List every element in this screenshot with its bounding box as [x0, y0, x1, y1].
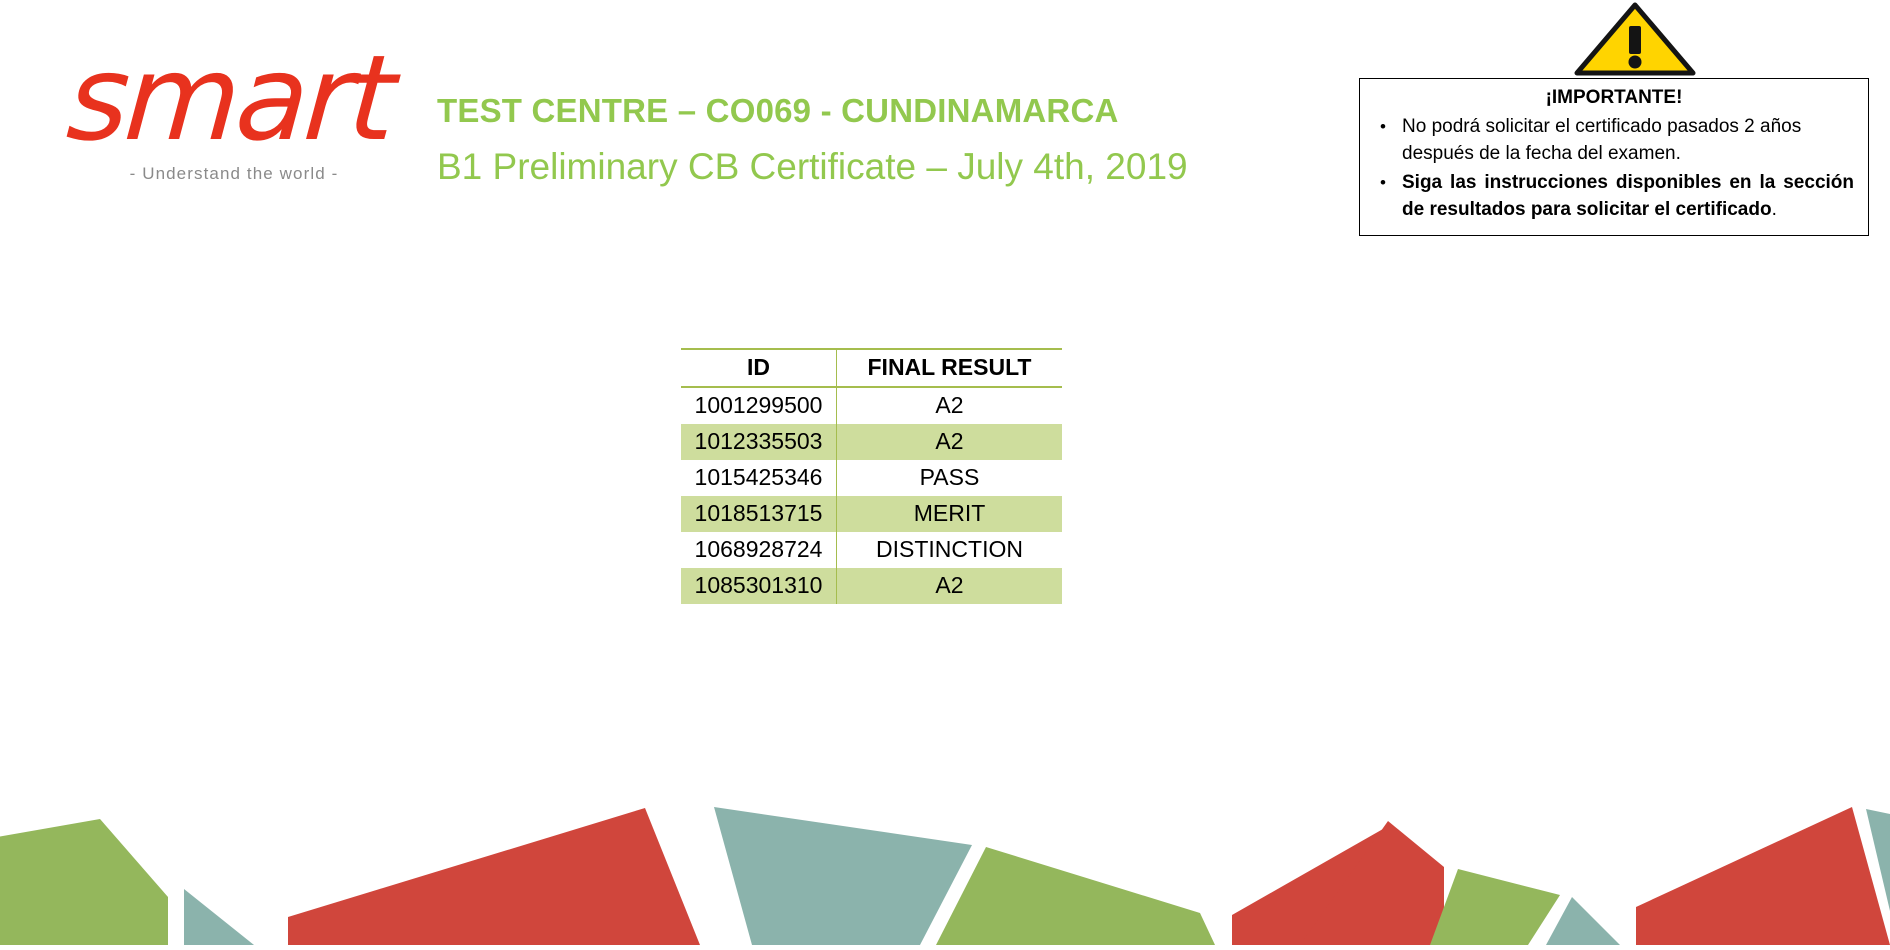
cell-id: 1085301310 — [681, 568, 837, 604]
notice-item-text: No podrá solicitar el certificado pasado… — [1402, 116, 1802, 164]
table-row: 1068928724 DISTINCTION — [681, 532, 1062, 568]
cell-final-result: A2 — [836, 568, 1062, 604]
decoration-shape-red — [1300, 821, 1444, 945]
cell-final-result: MERIT — [836, 496, 1062, 532]
bullet-icon: • — [1380, 173, 1386, 192]
cell-id: 1015425346 — [681, 460, 837, 496]
table-row: 1018513715 MERIT — [681, 496, 1062, 532]
page-heading-group: TEST CENTRE – CO069 - CUNDINAMARCA B1 Pr… — [437, 92, 1337, 188]
column-header-final-result: FINAL RESULT — [836, 348, 1062, 388]
notice-item: • No podrá solicitar el certificado pasa… — [1374, 113, 1854, 167]
bullet-icon: • — [1380, 117, 1386, 136]
decoration-shape-teal — [1546, 897, 1620, 945]
cell-final-result: DISTINCTION — [836, 532, 1062, 568]
cell-id: 1001299500 — [681, 387, 837, 424]
table-row: 1001299500 A2 — [681, 387, 1062, 424]
results-table-container: ID FINAL RESULT 1001299500 A2 1012335503 A2… — [681, 348, 1062, 604]
decoration-shape-teal — [1866, 809, 1890, 911]
cell-id: 1068928724 — [681, 532, 837, 568]
table-row: 1012335503 A2 — [681, 424, 1062, 460]
table-row: 1015425346 PASS — [681, 460, 1062, 496]
column-header-id: ID — [681, 348, 837, 388]
decoration-shape-teal — [714, 807, 972, 945]
cell-final-result: A2 — [836, 424, 1062, 460]
cell-id: 1012335503 — [681, 424, 837, 460]
notice-item-text: Siga las instrucciones disponibles en la… — [1402, 169, 1854, 223]
important-notice-heading: ¡IMPORTANTE! — [1545, 87, 1683, 108]
test-centre-title: TEST CENTRE – CO069 - CUNDINAMARCA — [437, 92, 1119, 129]
cell-final-result: PASS — [836, 460, 1062, 496]
decoration-shape-red — [1636, 807, 1890, 945]
exam-title: B1 Preliminary CB Certificate – July 4th… — [437, 146, 1188, 187]
decoration-shape-green — [0, 819, 168, 945]
brand-logo: smart - Understand the world - — [63, 28, 408, 198]
decoration-shape-green — [1430, 869, 1560, 945]
cell-id: 1018513715 — [681, 496, 837, 532]
decoration-shape-green — [936, 847, 1215, 945]
important-notice-box: ¡IMPORTANTE! • No podrá solicitar el cer… — [1359, 78, 1869, 236]
warning-triangle-icon — [1574, 2, 1696, 76]
table-row: 1085301310 A2 — [681, 568, 1062, 604]
notice-item-text-tail: . — [1771, 199, 1777, 220]
decoration-shape-red — [288, 808, 700, 945]
cell-final-result: A2 — [836, 387, 1062, 424]
decoration-shape-teal — [184, 889, 254, 945]
results-table-body: 1001299500 A2 1012335503 A2 1015425346 PASS 10… — [681, 387, 1062, 604]
notice-item-text-bold: Siga las instrucciones disponibles en la… — [1402, 172, 1854, 220]
results-table: ID FINAL RESULT 1001299500 A2 1012335503 A2… — [681, 348, 1062, 604]
logo-wordmark: smart — [63, 29, 397, 167]
bottom-decorative-band — [0, 785, 1890, 945]
logo-tagline: - Understand the world - — [129, 164, 339, 183]
notice-item: • Siga las instrucciones disponibles en … — [1374, 169, 1854, 223]
table-header-row: ID FINAL RESULT — [681, 348, 1062, 388]
